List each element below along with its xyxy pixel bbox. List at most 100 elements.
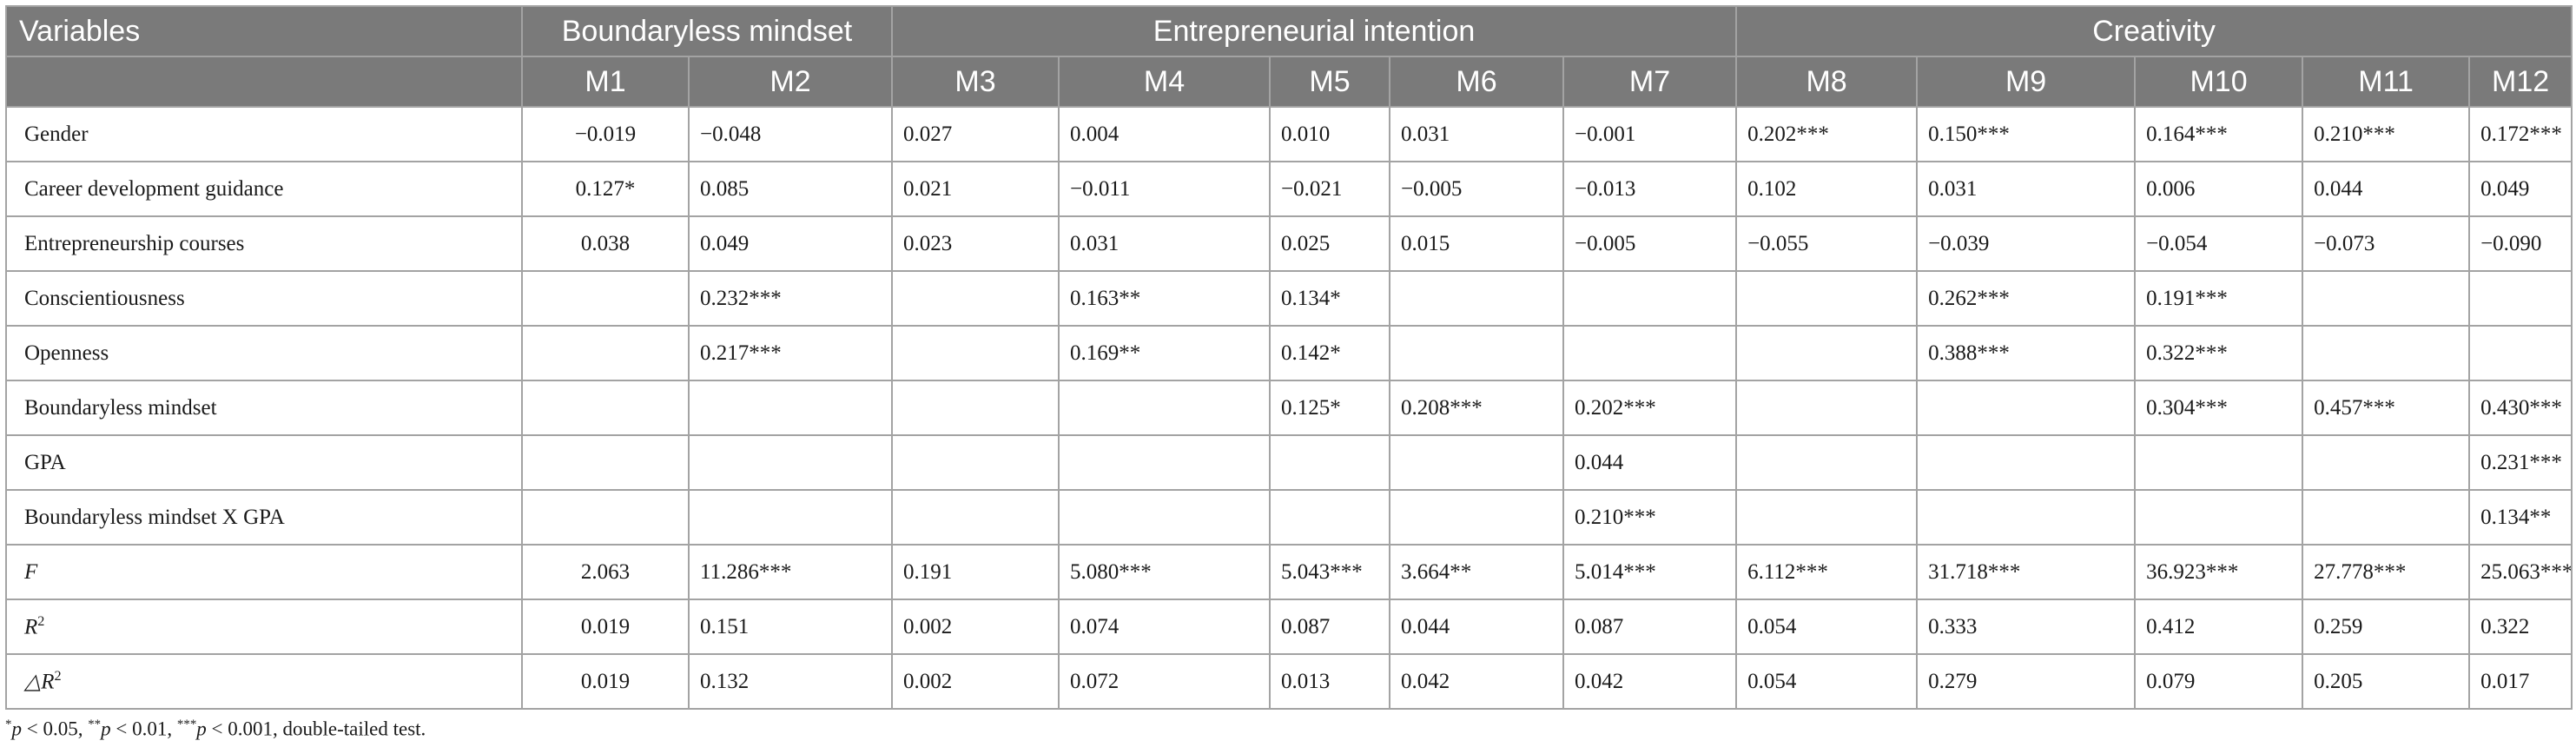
table-cell [521,325,690,381]
row-label-text: △R [24,670,55,694]
table-cell: 27.778*** [2302,544,2471,600]
table-row: GPA 0.044 0.231*** [5,434,2573,491]
table-cell: 0.072 [1058,653,1271,710]
table-cell: 0.079 [2134,653,2304,710]
table-cell: 11.286*** [687,544,894,600]
table-cell: 0.125* [1269,380,1391,436]
table-cell: 0.210*** [2302,106,2471,162]
table-cell: 0.322 [2468,599,2573,655]
table-row: Gender −0.019 −0.048 0.027 0.004 0.010 0.031 −0… [5,106,2573,162]
footnote-p: p [196,718,207,740]
table-cell [1916,489,2137,546]
table-cell: 0.023 [891,215,1060,272]
table-cell: 0.217*** [687,325,894,381]
table-cell: −0.090 [2468,215,2573,272]
table-cell: 0.232*** [687,270,894,327]
table-cell: 0.042 [1389,653,1565,710]
table-cell: −0.039 [1916,215,2137,272]
table-cell [1269,434,1391,491]
model-header: M3 [891,56,1060,108]
table-cell: 5.014*** [1562,544,1738,600]
table-cell: 0.085 [687,161,894,217]
table-footnote: *p < 0.05, **p < 0.01, ***p < 0.001, dou… [5,718,426,741]
table-cell: 0.127* [521,161,690,217]
table-cell: 2.063 [521,544,690,600]
table-cell: 0.202*** [1735,106,1919,162]
table-cell [1735,380,1919,436]
table-cell [2302,270,2471,327]
table-cell: 0.031 [1058,215,1271,272]
table-cell [1735,325,1919,381]
table-cell: 0.333 [1916,599,2137,655]
table-cell: 0.044 [2302,161,2471,217]
table-cell: 0.010 [1269,106,1391,162]
table-cell: 0.019 [521,653,690,710]
table-row: Conscientiousness 0.232*** 0.163** 0.134* 0.… [5,270,2573,327]
table-cell: 31.718*** [1916,544,2137,600]
table-cell: −0.055 [1735,215,1919,272]
table-cell: 0.031 [1916,161,2137,217]
table-cell: 0.430*** [2468,380,2573,436]
table-cell [1916,434,2137,491]
table-cell [891,270,1060,327]
header-row-groups: Variables Boundaryless mindset Entrepren… [5,5,2573,57]
table-cell: −0.054 [2134,215,2304,272]
model-header: M5 [1269,56,1391,108]
table-cell [2468,325,2573,381]
model-header: M6 [1389,56,1565,108]
row-label-text: Openness [24,341,109,365]
table-cell: 5.043*** [1269,544,1391,600]
table-cell [1058,434,1271,491]
table-cell [2302,325,2471,381]
footnote-text: < 0.001, double-tailed test. [206,718,426,740]
table-cell [1735,489,1919,546]
row-label: Boundaryless mindset X GPA [5,489,523,546]
table-cell: 0.457*** [2302,380,2471,436]
row-label-text: Conscientiousness [24,286,185,310]
row-label: GPA [5,434,523,491]
row-label: R2 [5,599,523,655]
table-cell: 0.002 [891,653,1060,710]
table-cell [687,489,894,546]
table-cell: 0.205 [2302,653,2471,710]
table-cell [1058,489,1271,546]
table-cell [1562,270,1738,327]
table-cell: −0.073 [2302,215,2471,272]
model-header: M4 [1058,56,1271,108]
table-row: Career development guidance 0.127* 0.085 0.… [5,161,2573,217]
table-cell: 0.042 [1562,653,1738,710]
table-cell: 0.259 [2302,599,2471,655]
row-label-text: Entrepreneurship courses [24,231,245,255]
table-row: Entrepreneurship courses 0.038 0.049 0.023 0… [5,215,2573,272]
group-header-entrepreneurial-intention: Entrepreneurial intention [891,5,1738,57]
group-header-boundaryless-mindset: Boundaryless mindset [520,5,894,57]
table-cell: 0.049 [2468,161,2573,217]
table-cell: 0.322*** [2134,325,2304,381]
table-cell: 0.004 [1058,106,1271,162]
table-cell: −0.005 [1389,161,1565,217]
table-cell: 0.006 [2134,161,2304,217]
table-cell: 0.015 [1389,215,1565,272]
table-cell: 0.151 [687,599,894,655]
row-label-text: Boundaryless mindset [24,395,217,420]
model-header: M10 [2134,56,2304,108]
model-header: M12 [2468,56,2573,108]
footnote-sup: *** [176,718,197,731]
table-cell: 0.172*** [2468,106,2573,162]
table-cell [2302,489,2471,546]
table-cell [2302,434,2471,491]
table-cell: 0.304*** [2134,380,2304,436]
table-cell [2468,270,2573,327]
row-label-superscript: 2 [54,668,62,685]
table-cell: 0.412 [2134,599,2304,655]
group-header-creativity: Creativity [1735,5,2573,57]
table-cell [1058,380,1271,436]
table-row: △R2 0.019 0.132 0.002 0.072 0.013 0.042 0.042 0.… [5,653,2573,710]
row-label-text: Gender [24,122,89,146]
regression-table: Variables Boundaryless mindset Entrepren… [5,5,2573,710]
table-cell: 0.021 [891,161,1060,217]
table-cell: 36.923*** [2134,544,2304,600]
table-cell: 0.025 [1269,215,1391,272]
table-row: Boundaryless mindset X GPA 0.210*** 0.134*… [5,489,2573,546]
table-cell [1389,434,1565,491]
